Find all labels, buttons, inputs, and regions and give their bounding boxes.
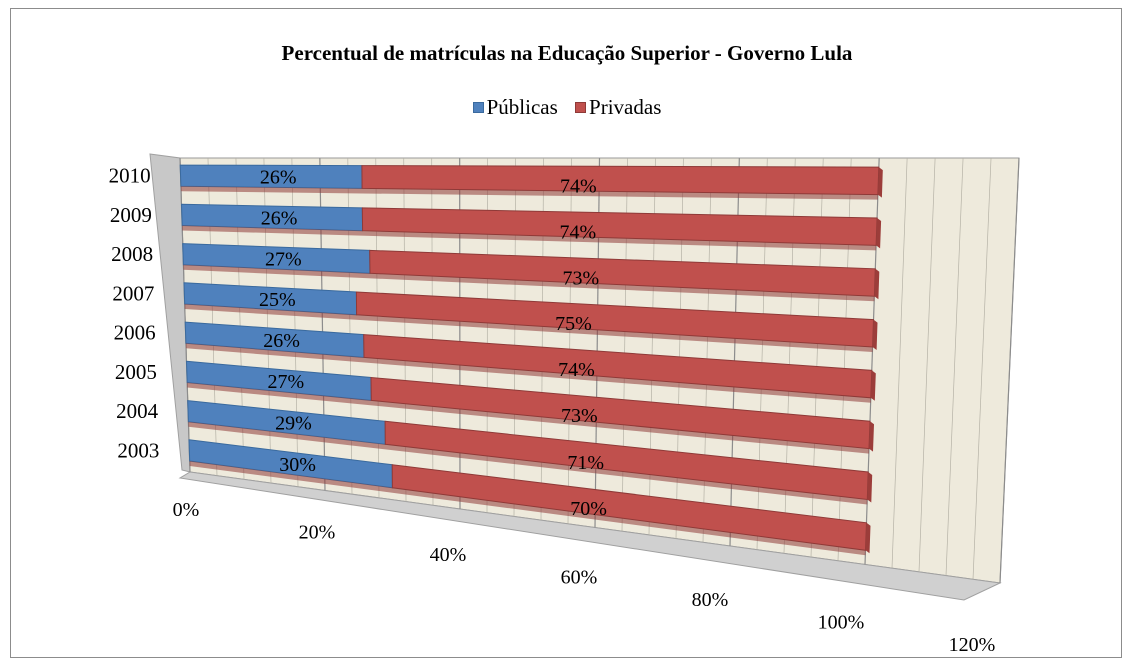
data-label-publicas: 26% [260, 166, 297, 188]
data-label-privadas: 74% [560, 221, 597, 243]
data-label-privadas: 73% [561, 405, 598, 427]
x-tick-label: 100% [818, 612, 865, 634]
data-label-publicas: 27% [267, 371, 304, 393]
category-label: 2008 [111, 242, 153, 266]
x-tick-label: 40% [430, 544, 467, 566]
data-label-publicas: 29% [275, 413, 312, 435]
data-label-privadas: 75% [555, 313, 592, 335]
x-tick-label: 120% [949, 634, 996, 656]
data-label-publicas: 26% [263, 330, 300, 352]
data-label-publicas: 26% [261, 207, 298, 229]
x-tick-label: 80% [692, 589, 729, 611]
data-label-privadas: 70% [570, 498, 607, 520]
data-label-privadas: 74% [558, 359, 595, 381]
data-label-publicas: 30% [279, 454, 316, 476]
category-label: 2007 [112, 281, 154, 305]
category-label: 2010 [109, 164, 151, 188]
x-tick-label: 60% [561, 567, 598, 589]
category-label: 2006 [114, 321, 156, 345]
category-label: 2004 [116, 399, 159, 423]
category-label: 2009 [110, 203, 152, 227]
x-tick-label: 0% [173, 499, 200, 521]
data-label-publicas: 25% [259, 289, 296, 311]
category-label: 2003 [117, 438, 159, 462]
data-label-privadas: 74% [560, 176, 597, 198]
data-label-privadas: 73% [562, 267, 599, 289]
data-label-privadas: 71% [567, 452, 604, 474]
x-tick-label: 20% [299, 522, 336, 544]
data-label-publicas: 27% [265, 248, 302, 270]
category-label: 2005 [115, 360, 157, 384]
